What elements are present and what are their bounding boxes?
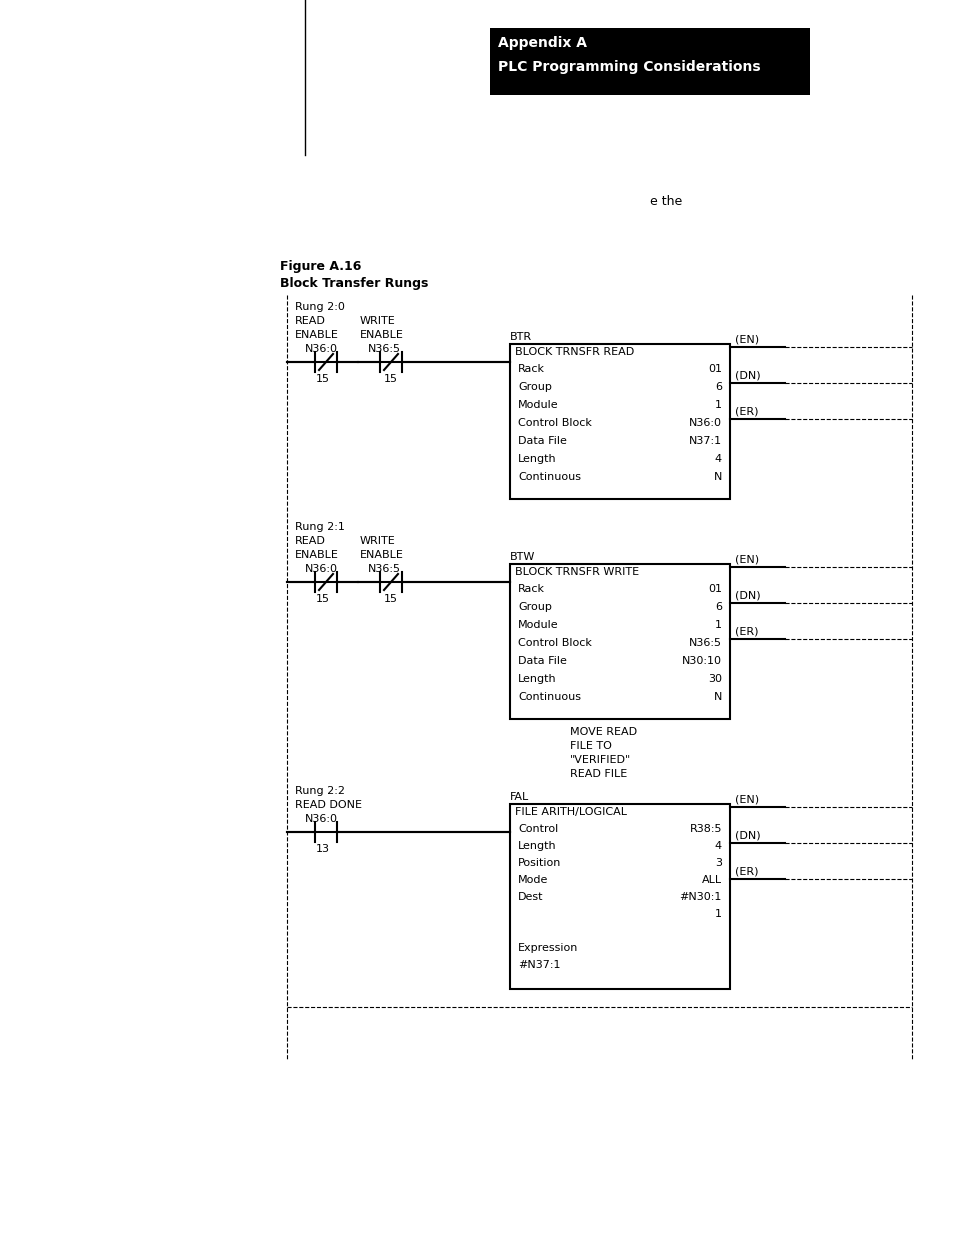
Text: FILE TO: FILE TO bbox=[569, 741, 611, 751]
Text: Group: Group bbox=[517, 382, 551, 391]
Text: 15: 15 bbox=[384, 374, 397, 384]
Text: 6: 6 bbox=[714, 382, 721, 391]
Text: Length: Length bbox=[517, 674, 556, 684]
Text: 13: 13 bbox=[315, 844, 330, 853]
Text: PLC Programming Considerations: PLC Programming Considerations bbox=[497, 61, 760, 74]
Text: (ER): (ER) bbox=[734, 408, 758, 417]
Text: N36:5: N36:5 bbox=[368, 345, 400, 354]
Text: Appendix A: Appendix A bbox=[497, 36, 586, 49]
Text: 15: 15 bbox=[315, 594, 330, 604]
Text: Continuous: Continuous bbox=[517, 472, 580, 482]
Text: Rack: Rack bbox=[517, 364, 544, 374]
Text: (ER): (ER) bbox=[734, 867, 758, 877]
Text: ALL: ALL bbox=[701, 876, 721, 885]
Text: Control Block: Control Block bbox=[517, 417, 591, 429]
Text: e the: e the bbox=[649, 195, 681, 207]
Text: Length: Length bbox=[517, 454, 556, 464]
Text: WRITE: WRITE bbox=[359, 316, 395, 326]
Text: (ER): (ER) bbox=[734, 627, 758, 637]
Text: Expression: Expression bbox=[517, 944, 578, 953]
Text: N: N bbox=[713, 692, 721, 701]
Text: Module: Module bbox=[517, 620, 558, 630]
Text: (DN): (DN) bbox=[734, 370, 760, 382]
Bar bbox=[490, 28, 809, 95]
Text: Rack: Rack bbox=[517, 584, 544, 594]
Text: Rung 2:1: Rung 2:1 bbox=[294, 522, 345, 532]
Bar bbox=[510, 804, 729, 989]
Text: N36:0: N36:0 bbox=[305, 564, 337, 574]
Text: BLOCK TRNSFR READ: BLOCK TRNSFR READ bbox=[515, 347, 634, 357]
Text: 1: 1 bbox=[714, 400, 721, 410]
Text: 3: 3 bbox=[714, 858, 721, 868]
Text: N36:0: N36:0 bbox=[305, 814, 337, 824]
Text: (EN): (EN) bbox=[734, 795, 759, 805]
Text: #N37:1: #N37:1 bbox=[517, 960, 560, 969]
Text: 15: 15 bbox=[384, 594, 397, 604]
Text: ENABLE: ENABLE bbox=[294, 330, 338, 340]
Text: Dest: Dest bbox=[517, 892, 543, 902]
Text: FILE ARITH/LOGICAL: FILE ARITH/LOGICAL bbox=[515, 806, 626, 818]
Text: Continuous: Continuous bbox=[517, 692, 580, 701]
Text: BTW: BTW bbox=[510, 552, 535, 562]
Text: #N30:1: #N30:1 bbox=[679, 892, 721, 902]
Text: "VERIFIED": "VERIFIED" bbox=[569, 755, 631, 764]
Text: 4: 4 bbox=[714, 841, 721, 851]
Bar bbox=[510, 345, 729, 499]
Bar bbox=[510, 564, 729, 719]
Text: N36:0: N36:0 bbox=[305, 345, 337, 354]
Text: 30: 30 bbox=[707, 674, 721, 684]
Text: BLOCK TRNSFR WRITE: BLOCK TRNSFR WRITE bbox=[515, 567, 639, 577]
Text: FAL: FAL bbox=[510, 792, 529, 802]
Text: 01: 01 bbox=[707, 364, 721, 374]
Text: R38:5: R38:5 bbox=[689, 824, 721, 834]
Text: Length: Length bbox=[517, 841, 556, 851]
Text: ENABLE: ENABLE bbox=[294, 550, 338, 559]
Text: N: N bbox=[713, 472, 721, 482]
Text: BTR: BTR bbox=[510, 332, 532, 342]
Text: 15: 15 bbox=[315, 374, 330, 384]
Text: 6: 6 bbox=[714, 601, 721, 613]
Text: (EN): (EN) bbox=[734, 335, 759, 345]
Text: (DN): (DN) bbox=[734, 831, 760, 841]
Text: Figure A.16: Figure A.16 bbox=[280, 261, 361, 273]
Text: ENABLE: ENABLE bbox=[359, 550, 403, 559]
Text: 01: 01 bbox=[707, 584, 721, 594]
Text: WRITE: WRITE bbox=[359, 536, 395, 546]
Text: N30:10: N30:10 bbox=[681, 656, 721, 666]
Text: (EN): (EN) bbox=[734, 555, 759, 564]
Text: Block Transfer Rungs: Block Transfer Rungs bbox=[280, 277, 428, 290]
Text: READ DONE: READ DONE bbox=[294, 800, 361, 810]
Text: Position: Position bbox=[517, 858, 560, 868]
Text: ENABLE: ENABLE bbox=[359, 330, 403, 340]
Text: N37:1: N37:1 bbox=[688, 436, 721, 446]
Text: 1: 1 bbox=[714, 909, 721, 919]
Text: READ: READ bbox=[294, 536, 326, 546]
Text: (DN): (DN) bbox=[734, 592, 760, 601]
Text: Rung 2:0: Rung 2:0 bbox=[294, 303, 345, 312]
Text: Module: Module bbox=[517, 400, 558, 410]
Text: Group: Group bbox=[517, 601, 551, 613]
Text: Rung 2:2: Rung 2:2 bbox=[294, 785, 345, 797]
Text: N36:5: N36:5 bbox=[688, 638, 721, 648]
Text: MOVE READ: MOVE READ bbox=[569, 727, 637, 737]
Text: N36:5: N36:5 bbox=[368, 564, 400, 574]
Text: N36:0: N36:0 bbox=[688, 417, 721, 429]
Text: Data File: Data File bbox=[517, 656, 566, 666]
Text: READ: READ bbox=[294, 316, 326, 326]
Text: Data File: Data File bbox=[517, 436, 566, 446]
Text: READ FILE: READ FILE bbox=[569, 769, 626, 779]
Text: Mode: Mode bbox=[517, 876, 548, 885]
Text: 4: 4 bbox=[714, 454, 721, 464]
Text: Control: Control bbox=[517, 824, 558, 834]
Text: 1: 1 bbox=[714, 620, 721, 630]
Text: Control Block: Control Block bbox=[517, 638, 591, 648]
